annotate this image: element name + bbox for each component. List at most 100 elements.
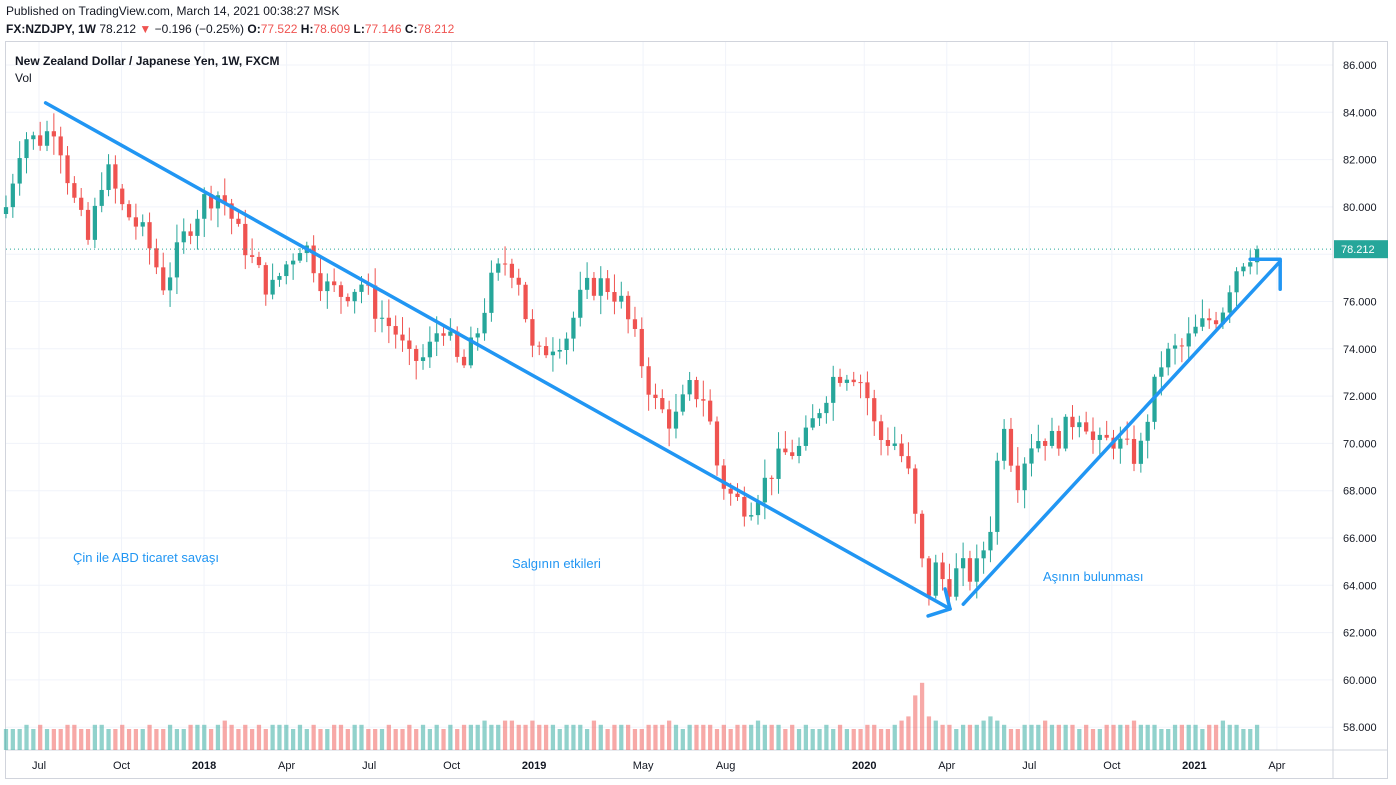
y-tick-label: 82.000 [1343, 155, 1377, 167]
candle-body [414, 348, 419, 361]
volume-bar [947, 724, 952, 750]
candle-body [639, 328, 644, 367]
candle-body [981, 550, 986, 559]
volume-bar [24, 724, 29, 750]
volume-bar [619, 724, 624, 750]
volume-bar [960, 724, 966, 750]
candle-body [796, 445, 802, 456]
candle-body [1056, 430, 1061, 449]
candle-body [947, 579, 952, 597]
candle-body [502, 263, 508, 265]
price-change: −0.196 (−0.25%) [154, 22, 245, 36]
candle-body [85, 209, 91, 240]
candle-body [202, 194, 207, 219]
volume-bar [17, 729, 22, 750]
y-tick-label: 58.000 [1343, 722, 1377, 734]
uptrend-arrowhead [1248, 257, 1282, 292]
candle-body [578, 289, 583, 318]
candle-body [769, 477, 774, 479]
candle-body [1186, 333, 1191, 347]
candle-body [878, 421, 884, 441]
volume-bar [892, 724, 897, 750]
candle-body [1145, 421, 1150, 441]
volume-bar [1248, 729, 1253, 750]
volume-bar [762, 724, 767, 750]
candle-body [167, 277, 173, 291]
volume-bar [167, 724, 173, 750]
volume-bar [1084, 724, 1089, 750]
volume-bar [249, 729, 255, 750]
candle-body [468, 337, 474, 366]
volume-bar [475, 724, 480, 750]
candle-body [72, 183, 77, 198]
candle-body [694, 380, 699, 400]
x-tick-label: Jul [362, 760, 376, 772]
x-tick-label: Apr [938, 760, 955, 772]
candle-body [960, 558, 966, 569]
volume-bar [38, 724, 43, 750]
volume-bar [3, 729, 9, 750]
published-line: Published on TradingView.com, March 14, … [6, 4, 340, 18]
candle-body [147, 222, 152, 249]
x-tick-label: Apr [278, 760, 295, 772]
volume-bar [1036, 724, 1041, 750]
volume-bar [482, 720, 487, 750]
candle-body [174, 242, 180, 278]
candle-body [263, 265, 268, 295]
candle-body [1220, 312, 1226, 325]
volume-bar [366, 729, 371, 750]
volume-bar [208, 729, 214, 750]
volume-bar [154, 729, 159, 750]
chart-frame [5, 41, 1388, 779]
y-tick-label: 84.000 [1343, 107, 1377, 119]
candle-body [557, 349, 562, 352]
chart-legend: New Zealand Dollar / Japanese Yen, 1W, F… [15, 53, 280, 87]
volume-bar [783, 729, 788, 750]
candle-body [776, 448, 781, 479]
volume-bar [865, 724, 870, 750]
volume-bar [502, 720, 508, 750]
candle-body [441, 333, 446, 336]
volume-bar [728, 729, 733, 750]
volume-bar [1234, 724, 1239, 750]
candle-body [249, 255, 255, 257]
volume-bar [1193, 724, 1198, 750]
volume-bar [646, 724, 651, 750]
candle-body [906, 456, 911, 469]
volume-bar [714, 729, 720, 750]
volume-bar [988, 716, 993, 750]
candle-body [940, 562, 945, 580]
volume-bar [92, 724, 97, 750]
volume-bar [509, 720, 515, 750]
candle-body [188, 231, 193, 236]
volume-bar [632, 729, 638, 750]
volume-bar [147, 724, 152, 750]
candle-body [995, 460, 1000, 532]
candle-body [872, 398, 877, 422]
volume-bar [817, 729, 822, 750]
close-label: C: [404, 22, 418, 36]
candle-body [3, 207, 9, 214]
low-value: 77.146 [364, 22, 402, 36]
volume-bar [858, 729, 863, 750]
volume-bar [885, 729, 891, 750]
x-tick-label: Aug [716, 760, 736, 772]
volume-bar [516, 724, 521, 750]
candle-body [919, 513, 925, 559]
candle-body [516, 277, 521, 285]
candle-body [735, 493, 740, 498]
volume-bar [31, 729, 36, 750]
volume-bar [126, 729, 132, 750]
candle-body [844, 379, 850, 383]
candle-body [1254, 249, 1260, 263]
candle-body [455, 331, 460, 357]
last-price: 78.212 [99, 22, 137, 36]
candle-body [1070, 416, 1075, 428]
candle-body [297, 253, 303, 261]
y-tick-label: 74.000 [1343, 344, 1377, 356]
candle-body [1248, 262, 1253, 267]
candle-body [1049, 430, 1055, 446]
candle-body [1227, 292, 1232, 313]
volume-bar [701, 724, 706, 750]
